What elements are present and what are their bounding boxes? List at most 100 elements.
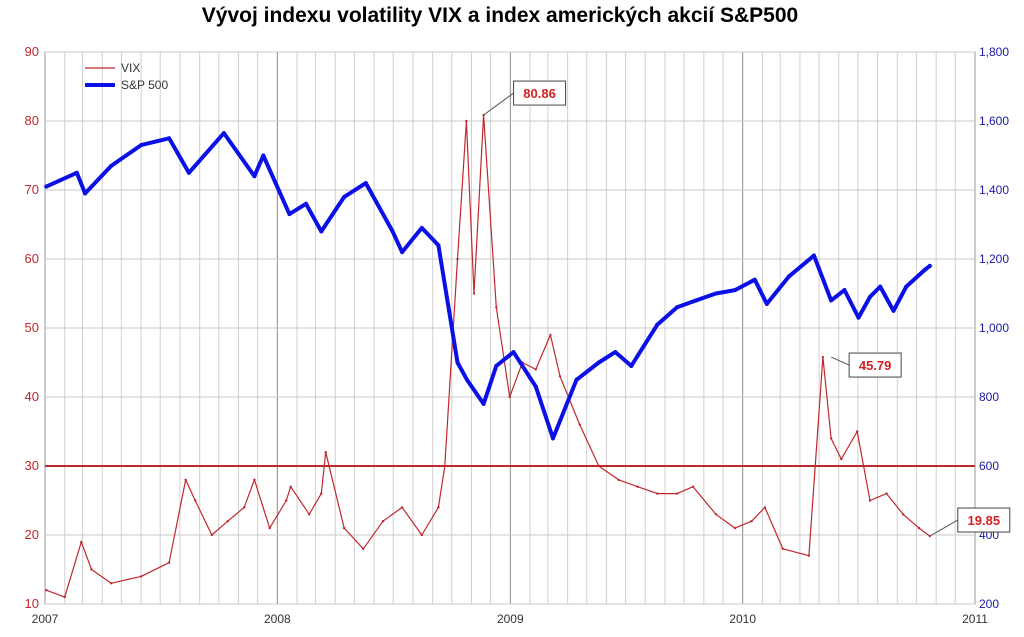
- right-tick-label: 200: [979, 597, 999, 611]
- data-point: [578, 423, 581, 426]
- data-point: [675, 492, 679, 495]
- data-point: [764, 301, 769, 306]
- data-point: [597, 464, 600, 468]
- data-point: [362, 547, 365, 550]
- grid: [44, 51, 976, 605]
- data-point: [811, 253, 816, 258]
- data-point: [533, 384, 538, 389]
- data-point: [253, 478, 256, 481]
- data-point: [363, 181, 368, 186]
- data-point: [752, 277, 757, 282]
- data-point: [342, 526, 346, 530]
- data-point: [534, 368, 537, 371]
- data-point: [901, 513, 905, 516]
- data-point: [807, 554, 811, 557]
- right-tick-label: 1,400: [979, 183, 1009, 197]
- data-point: [285, 499, 288, 502]
- data-point: [221, 131, 226, 136]
- data-point: [167, 561, 171, 564]
- data-point: [109, 163, 114, 168]
- data-point: [549, 333, 552, 337]
- data-point: [80, 540, 83, 544]
- left-tick-label: 20: [25, 527, 39, 542]
- data-point: [303, 201, 308, 206]
- data-point: [495, 306, 498, 309]
- data-point: [613, 350, 618, 355]
- data-point: [319, 229, 324, 234]
- data-point: [829, 437, 833, 440]
- data-point: [381, 520, 385, 523]
- data-point: [320, 492, 323, 495]
- data-point: [243, 506, 246, 509]
- data-point: [268, 526, 271, 530]
- data-point: [307, 513, 311, 516]
- callout-label: 80.86: [523, 86, 556, 101]
- right-tick-label: 1,200: [979, 252, 1009, 266]
- left-tick-label: 70: [25, 182, 39, 197]
- data-point: [617, 478, 620, 481]
- legend-label: VIX: [121, 61, 140, 75]
- data-point: [167, 136, 172, 141]
- data-point: [110, 582, 113, 585]
- data-point: [139, 143, 144, 148]
- data-point: [787, 274, 792, 279]
- legend-label: S&P 500: [121, 78, 168, 92]
- annotations: 80.86 45.79 19.85: [483, 80, 1011, 537]
- callout-label: 19.85: [968, 513, 1001, 528]
- data-point: [927, 263, 932, 268]
- right-tick-label: 1,000: [979, 321, 1009, 335]
- data-point: [713, 291, 718, 296]
- data-point: [511, 350, 516, 355]
- data-point: [574, 377, 579, 382]
- callout-leader: [929, 519, 959, 537]
- x-tick-label: 2007: [32, 612, 59, 626]
- x-tick-label: 2010: [729, 612, 756, 626]
- left-tick-label: 60: [25, 251, 39, 266]
- data-point: [733, 526, 737, 530]
- x-tick-label: 2008: [264, 612, 291, 626]
- data-point: [885, 492, 888, 495]
- data-point: [210, 533, 213, 537]
- right-tick-label: 600: [979, 459, 999, 473]
- callout-box: [848, 352, 902, 378]
- data-point: [90, 568, 93, 571]
- callout-box: [957, 507, 1011, 533]
- data-point: [655, 322, 660, 327]
- data-point: [289, 485, 292, 488]
- data-point: [821, 355, 825, 359]
- chart-title: Vývoj indexu volatility VIX a index amer…: [201, 4, 799, 27]
- left-tick-label: 10: [25, 596, 39, 611]
- data-point: [842, 288, 847, 293]
- data-point: [465, 119, 468, 123]
- data-point: [733, 288, 738, 293]
- data-point: [287, 212, 292, 217]
- data-point: [186, 170, 191, 175]
- left-tick-label: 50: [25, 320, 39, 335]
- data-point: [596, 360, 601, 365]
- data-point: [763, 506, 767, 509]
- data-point: [139, 575, 143, 578]
- data-point: [550, 436, 555, 441]
- data-point: [675, 305, 680, 310]
- data-point: [342, 194, 347, 199]
- data-point: [465, 377, 470, 382]
- data-point: [656, 492, 659, 495]
- data-point: [419, 225, 424, 230]
- data-point: [437, 506, 440, 509]
- left-tick-label: 30: [25, 458, 39, 473]
- left-tick-label: 80: [25, 113, 39, 128]
- data-point: [691, 485, 695, 488]
- data-point: [252, 174, 257, 179]
- data-point: [456, 257, 459, 261]
- right-tick-label: 1,800: [979, 45, 1009, 59]
- data-point: [923, 267, 928, 272]
- x-axis: 2007 2008 2009 2010 2011: [32, 612, 989, 626]
- data-point: [856, 315, 861, 320]
- data-point: [508, 395, 511, 399]
- data-point: [400, 506, 404, 509]
- callout-label: 45.79: [859, 358, 892, 373]
- data-point: [44, 184, 49, 189]
- data-point: [856, 430, 859, 433]
- data-point: [904, 284, 909, 289]
- x-tick-label: 2011: [962, 612, 988, 626]
